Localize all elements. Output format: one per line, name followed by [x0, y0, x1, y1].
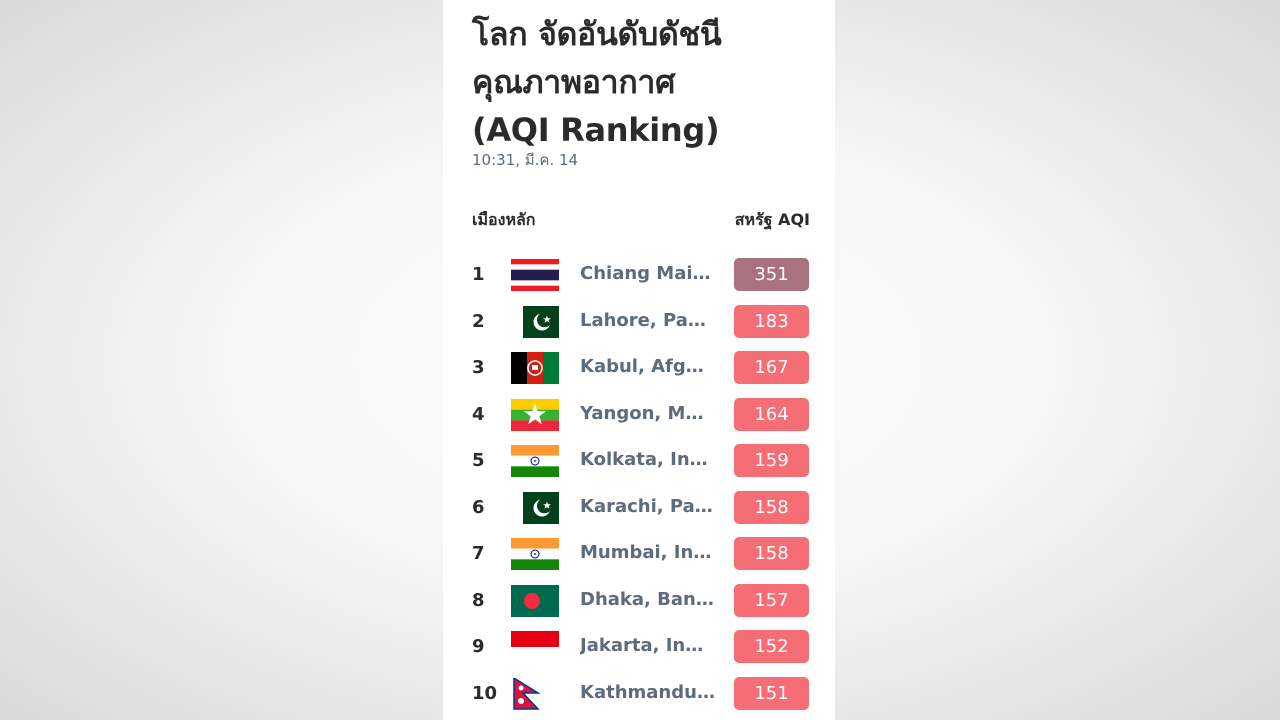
- bangladesh-flag-icon: [511, 584, 559, 617]
- afghanistan-flag-icon: [511, 352, 559, 384]
- rank-number: 7: [472, 543, 485, 564]
- column-header-aqi: สหรัฐ AQI: [734, 210, 810, 229]
- rank-number: 8: [472, 589, 485, 611]
- city-name[interactable]: Yangon, Mya...: [580, 402, 715, 424]
- title-line-1: โลก จัดอันดับดัชนี: [472, 15, 722, 53]
- city-name[interactable]: Lahore, Paki...: [580, 309, 715, 331]
- city-name[interactable]: Kolkata, India: [580, 449, 715, 470]
- aqi-badge: 157: [734, 583, 809, 617]
- city-name[interactable]: Dhaka, Bangl...: [580, 588, 715, 610]
- aqi-badge: 183: [734, 304, 809, 338]
- aqi-ranking-card: โลก จัดอันดับดัชนี คุณภาพอากาศ (AQI Rank…: [443, 0, 835, 720]
- myanmar-flag-icon: [511, 398, 559, 431]
- ranking-row[interactable]: 3 Kabul, Afgha... 167: [443, 345, 835, 392]
- title-line-2: คุณภาพอากาศ: [472, 63, 676, 101]
- ranking-row[interactable]: 4 Yangon, Mya... 164: [443, 392, 835, 439]
- aqi-badge: 351: [734, 258, 809, 291]
- city-name[interactable]: Chiang Mai, ...: [580, 263, 715, 284]
- aqi-badge: 159: [734, 444, 809, 477]
- rank-number: 6: [472, 496, 485, 518]
- rank-number: 3: [472, 357, 485, 378]
- city-name[interactable]: Kathmandu, ...: [580, 681, 715, 703]
- column-header-city: เมืองหลัก: [472, 210, 536, 229]
- page-title: โลก จัดอันดับดัชนี คุณภาพอากาศ (AQI Rank…: [472, 10, 832, 154]
- india-flag-icon: [511, 445, 559, 477]
- rank-number: 10: [472, 682, 498, 704]
- aqi-badge: 158: [734, 490, 809, 524]
- city-name[interactable]: Karachi, Paki...: [580, 495, 715, 517]
- aqi-badge: 164: [734, 397, 809, 431]
- rank-number: 4: [472, 403, 485, 425]
- ranking-row[interactable]: 10 Kathmandu, ... 151: [443, 671, 835, 718]
- thailand-flag-icon: [511, 259, 559, 291]
- indonesia-flag-icon: [511, 631, 559, 663]
- rank-number: 9: [472, 636, 485, 657]
- ranking-row[interactable]: 8 Dhaka, Bangl... 157: [443, 578, 835, 625]
- aqi-badge: 167: [734, 351, 809, 384]
- ranking-row[interactable]: 9 Jakarta, Indo... 152: [443, 624, 835, 671]
- aqi-badge: 151: [734, 676, 809, 710]
- city-name[interactable]: Kabul, Afgha...: [580, 356, 715, 377]
- city-name[interactable]: Mumbai, India: [580, 542, 715, 563]
- city-name[interactable]: Jakarta, Indo...: [580, 635, 715, 656]
- rank-number: 5: [472, 450, 485, 471]
- title-line-3: (AQI Ranking): [472, 111, 720, 149]
- ranking-row[interactable]: 7 Mumbai, India 158: [443, 531, 835, 578]
- aqi-badge: 158: [734, 537, 809, 570]
- ranking-row[interactable]: 5 Kolkata, India 159: [443, 438, 835, 485]
- rank-number: 2: [472, 310, 485, 332]
- aqi-badge: 152: [734, 630, 809, 663]
- ranking-row[interactable]: 1 Chiang Mai, ... 351: [443, 252, 835, 299]
- pakistan-flag-icon: [523, 491, 559, 524]
- india-flag-icon: [511, 538, 559, 570]
- ranking-list: 1 Chiang Mai, ... 351 2: [443, 252, 835, 717]
- pakistan-flag-icon: [523, 305, 559, 338]
- timestamp: 10:31, มี.ค. 14: [472, 151, 579, 169]
- ranking-row[interactable]: 2 Lahore, Paki... 183: [443, 299, 835, 346]
- nepal-flag-icon: [513, 677, 541, 710]
- rank-number: 1: [472, 264, 485, 285]
- ranking-row[interactable]: 6 Karachi, Paki... 158: [443, 485, 835, 532]
